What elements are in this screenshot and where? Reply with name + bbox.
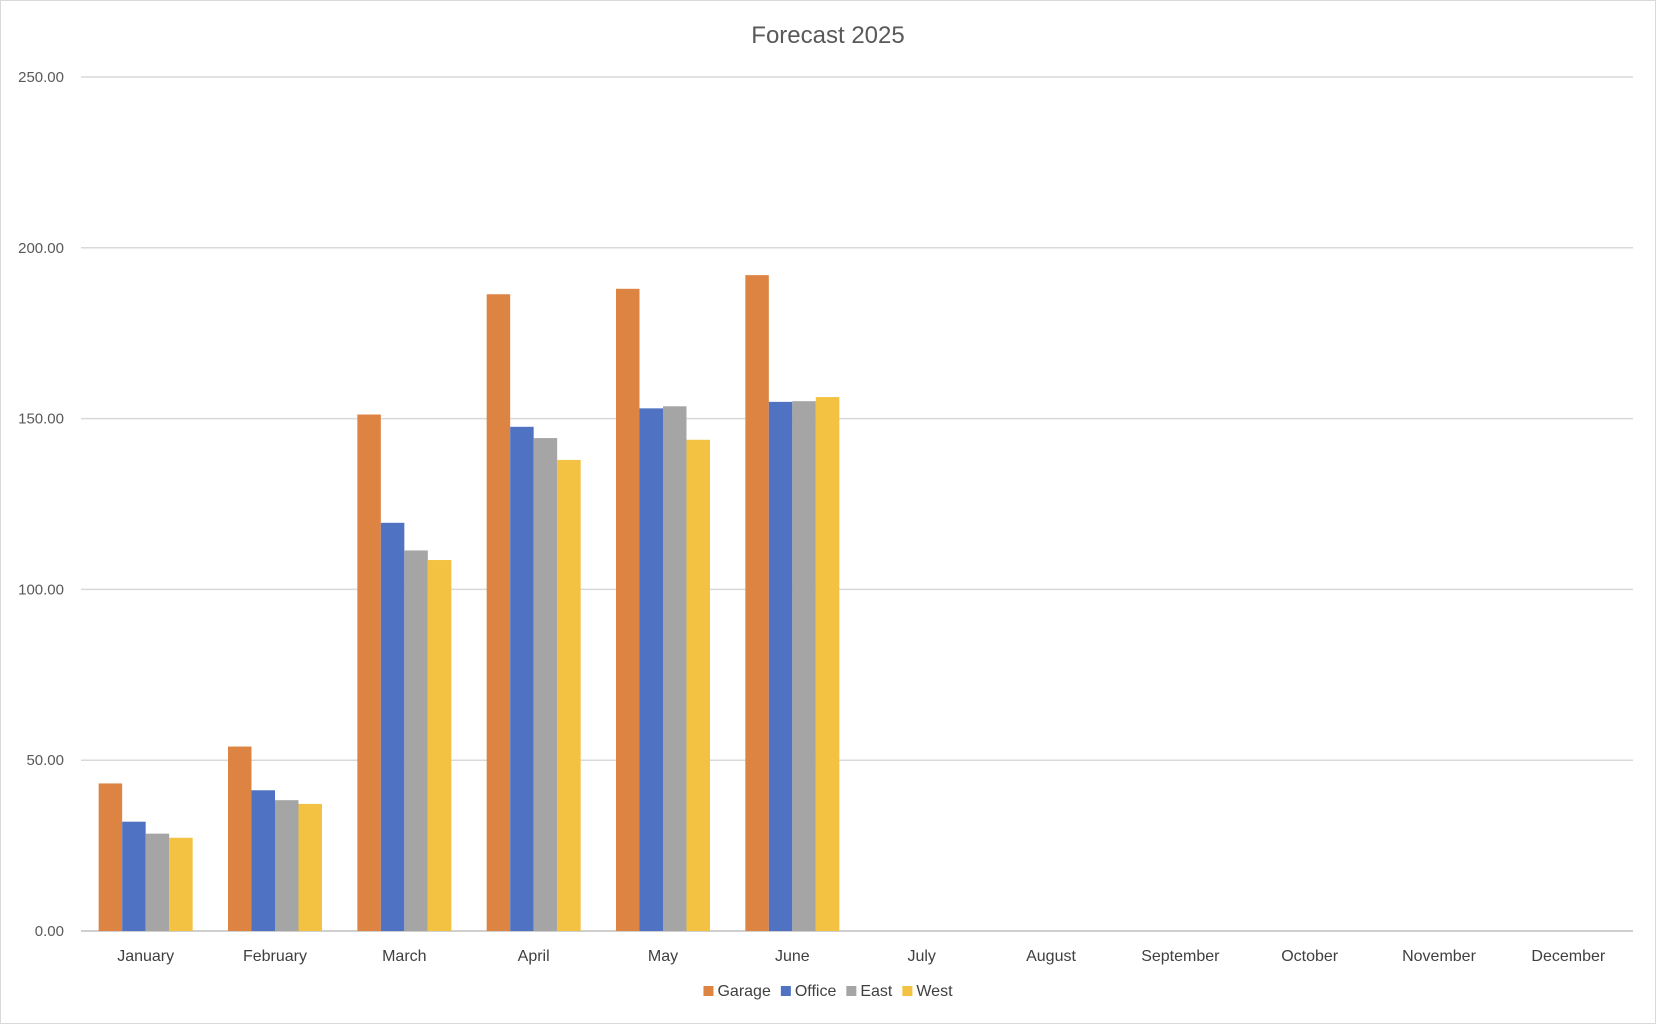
bar-west-february [298, 803, 322, 931]
y-axis-ticks: 0.00 50.00 100.00 150.00 200.00 250.00 [18, 69, 64, 940]
bar-garage-june [745, 275, 769, 931]
legend-swatch [703, 986, 714, 996]
chart-title: Forecast 2025 [751, 22, 904, 49]
bar-east-january [145, 833, 170, 931]
legend-item-office: Office [780, 983, 837, 1000]
x-tick-label: February [243, 948, 307, 965]
bar-east-february [275, 800, 299, 931]
x-tick-label: April [518, 948, 550, 965]
bar-east-june [792, 401, 816, 931]
legend-label: Garage [717, 983, 770, 1000]
bar-west-may [686, 439, 710, 931]
bar-garage-may [616, 288, 640, 931]
bar-garage-january [98, 783, 123, 931]
bar-garage-march [357, 414, 381, 931]
x-tick-label: June [775, 948, 810, 965]
bar-office-june [768, 401, 793, 932]
x-tick-label: September [1141, 948, 1220, 965]
bar-office-january [122, 821, 146, 931]
bar-office-february [251, 790, 275, 931]
x-tick-label: July [907, 948, 935, 965]
y-tick-label: 50.00 [26, 752, 64, 769]
bar-garage-february [228, 746, 252, 931]
legend-label: West [916, 983, 953, 1000]
bar-office-may [639, 408, 663, 931]
y-tick-label: 0.00 [35, 923, 64, 940]
x-tick-label: May [648, 948, 678, 965]
bar-office-march [380, 522, 405, 931]
x-tick-label: January [117, 948, 174, 965]
legend-item-west: West [902, 983, 953, 1000]
legend-item-east: East [846, 983, 893, 1000]
x-tick-label: October [1281, 948, 1339, 965]
bar-west-january [169, 837, 193, 931]
gridlines [81, 76, 1633, 932]
bar-garage-april [486, 294, 511, 932]
legend: Garage Office East West [703, 983, 953, 1000]
x-tick-label: December [1531, 948, 1605, 965]
bar-east-march [404, 550, 428, 931]
bar-east-april [533, 438, 558, 931]
y-tick-label: 200.00 [18, 240, 64, 257]
y-tick-label: 100.00 [18, 581, 64, 598]
legend-item-garage: Garage [703, 983, 771, 1000]
legend-swatch [846, 986, 857, 996]
bars [98, 275, 840, 932]
bar-office-april [510, 426, 534, 931]
y-tick-label: 250.00 [18, 69, 64, 86]
bar-west-june [815, 397, 840, 931]
legend-swatch [780, 986, 791, 996]
bar-west-march [427, 560, 452, 931]
bar-west-april [557, 459, 581, 931]
x-tick-label: March [382, 948, 426, 965]
legend-swatch [902, 986, 913, 996]
x-tick-label: November [1402, 948, 1476, 965]
legend-label: Office [795, 983, 837, 1000]
x-axis-ticks: January February March April May June July Augu… [117, 948, 1606, 965]
y-tick-label: 150.00 [18, 411, 64, 428]
legend-label: East [860, 983, 893, 1000]
x-tick-label: August [1026, 948, 1076, 965]
bar-east-may [663, 406, 687, 932]
